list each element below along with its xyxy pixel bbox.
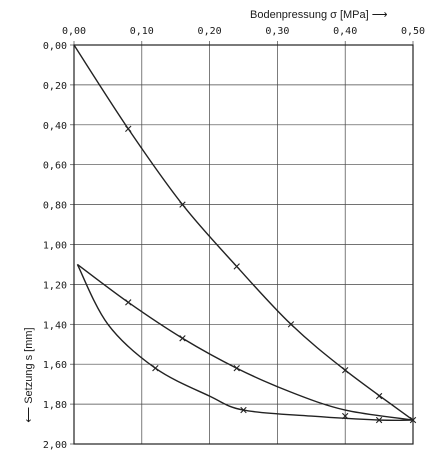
x-marker-stroke xyxy=(179,201,186,208)
x-marker-stroke xyxy=(342,366,349,374)
x-marker-stroke xyxy=(179,335,186,342)
x-marker-stroke xyxy=(342,412,349,420)
series-3-point xyxy=(240,406,247,414)
y-tick-label: 1,20 xyxy=(43,280,67,291)
x-tick-label: 0,40 xyxy=(333,26,357,37)
series-1-point xyxy=(342,366,349,374)
x-tick-label: 0,20 xyxy=(198,26,222,37)
grid xyxy=(70,41,414,445)
y-tick-label: 1,80 xyxy=(43,400,67,411)
series-3-point xyxy=(342,412,349,420)
series-2-point xyxy=(375,392,383,400)
plot-frame xyxy=(73,44,414,445)
y-tick-label: 1,60 xyxy=(43,360,67,371)
y-axis-title: ⟵ Setzung s [mm] xyxy=(23,327,35,422)
x-tick-label: 0,00 xyxy=(62,26,86,37)
y-tick-label: 1,40 xyxy=(43,320,67,331)
series-2-point xyxy=(233,365,240,372)
series-2-line xyxy=(76,263,414,421)
x-tick-label: 0,30 xyxy=(265,26,289,37)
x-marker-stroke xyxy=(125,125,132,132)
series-1-point xyxy=(179,201,186,208)
y-tick-label: 0,20 xyxy=(43,81,67,92)
y-tick-label: 0,60 xyxy=(43,161,67,172)
series-1-line xyxy=(73,44,414,421)
tick-labels: 0,00 0,10 0,20 0,30 0,40 0,50 0,00 0,20 0,40 0,60… xyxy=(43,26,425,451)
x-axis-title: Bodenpressung σ [MPa] ⟶ xyxy=(250,9,388,21)
x-marker-stroke xyxy=(125,299,132,306)
y-tick-label: 0,40 xyxy=(43,121,67,132)
data-markers xyxy=(125,125,417,424)
x-marker-stroke xyxy=(233,263,240,270)
x-marker-stroke xyxy=(233,365,240,372)
y-tick-label: 0,80 xyxy=(43,201,67,212)
x-marker-stroke xyxy=(375,416,383,424)
series-2-point xyxy=(179,335,186,342)
y-tick-label: 2,00 xyxy=(43,440,67,451)
x-marker-stroke xyxy=(287,321,295,328)
series-3-point xyxy=(375,416,383,424)
x-tick-label: 0,10 xyxy=(130,26,154,37)
x-marker-stroke xyxy=(152,365,159,372)
series-1-point xyxy=(409,416,417,424)
series-3-point xyxy=(152,365,159,372)
x-marker-stroke xyxy=(409,416,417,424)
series-1-point xyxy=(287,321,295,328)
x-tick-label: 0,50 xyxy=(401,26,425,37)
x-marker-stroke xyxy=(240,406,247,414)
series-2-point xyxy=(125,299,132,306)
x-marker-stroke xyxy=(375,392,383,400)
series-3-line xyxy=(76,264,414,422)
series-1-point xyxy=(125,125,132,132)
y-tick-label: 1,00 xyxy=(43,241,67,252)
series-1-point xyxy=(233,263,240,270)
y-tick-label: 0,00 xyxy=(43,41,67,52)
